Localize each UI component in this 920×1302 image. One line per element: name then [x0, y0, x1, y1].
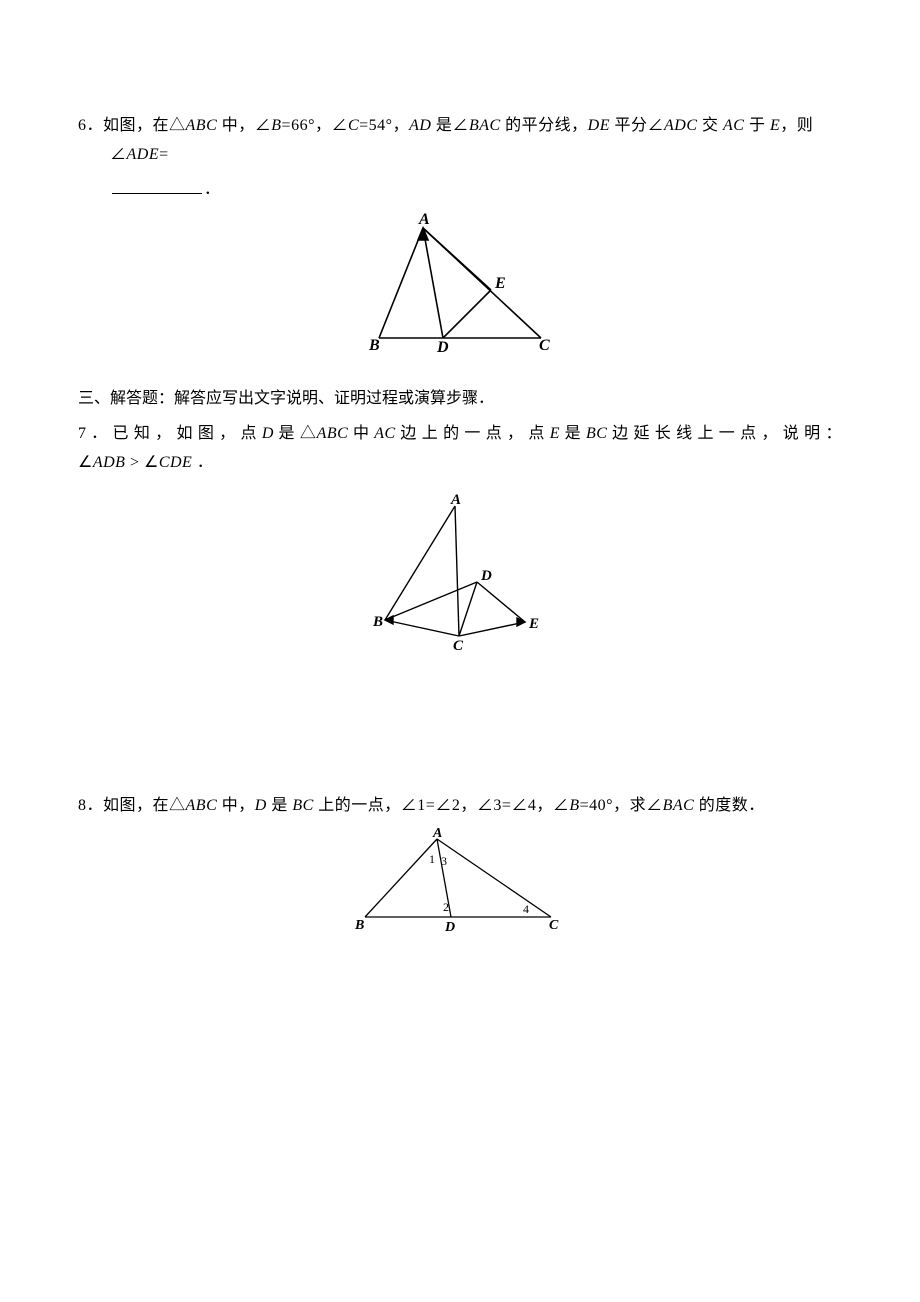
q6-period: ．: [204, 181, 220, 198]
svg-text:2: 2: [443, 900, 449, 914]
q6-blank-row: ．: [78, 176, 842, 205]
problem-6: 6．如图，在△ABC 中，∠B=66°，∠C=54°，AD 是∠BAC 的平分线…: [78, 112, 842, 170]
svg-text:D: D: [444, 920, 455, 935]
section-3-heading: 三、解答题：解答应写出文字说明、证明过程或演算步骤．: [78, 385, 842, 414]
svg-text:E: E: [494, 275, 506, 292]
svg-text:C: C: [539, 337, 550, 354]
figure-8-svg: A B C D 1 3 2 4: [345, 825, 575, 935]
q6-blank: [112, 180, 202, 194]
svg-text:C: C: [549, 918, 559, 933]
q6-text: 6．如图，在△ABC 中，∠B=66°，∠C=54°，AD 是∠BAC 的平分线…: [78, 117, 813, 163]
svg-text:E: E: [528, 616, 539, 632]
problem-8: 8．如图，在△ABC 中，D 是 BC 上的一点，∠1=∠2，∠3=∠4，∠B=…: [78, 792, 842, 821]
svg-text:C: C: [453, 638, 464, 652]
figure-8: A B C D 1 3 2 4: [78, 825, 842, 946]
svg-text:D: D: [436, 339, 449, 356]
svg-text:A: A: [418, 211, 430, 228]
problem-7-line1: 7 ． 已 知 ， 如 图 ， 点 D 是 △ABC 中 AC 边 上 的 一 …: [78, 420, 842, 449]
figure-6: A B C D E: [78, 210, 842, 371]
figure-7-svg: A B C D E: [365, 492, 555, 652]
svg-text:B: B: [368, 337, 380, 354]
svg-text:1: 1: [429, 852, 435, 866]
svg-text:3: 3: [441, 854, 447, 868]
figure-7: A B C D E: [78, 492, 842, 663]
svg-text:4: 4: [523, 902, 529, 916]
figure-6-svg: A B C D E: [355, 210, 565, 360]
svg-text:B: B: [372, 614, 383, 630]
svg-text:B: B: [354, 918, 364, 933]
svg-text:D: D: [480, 568, 492, 584]
svg-text:A: A: [450, 492, 461, 508]
problem-7-line2: ∠ADB > ∠CDE ．: [78, 449, 842, 478]
svg-text:A: A: [432, 826, 442, 841]
